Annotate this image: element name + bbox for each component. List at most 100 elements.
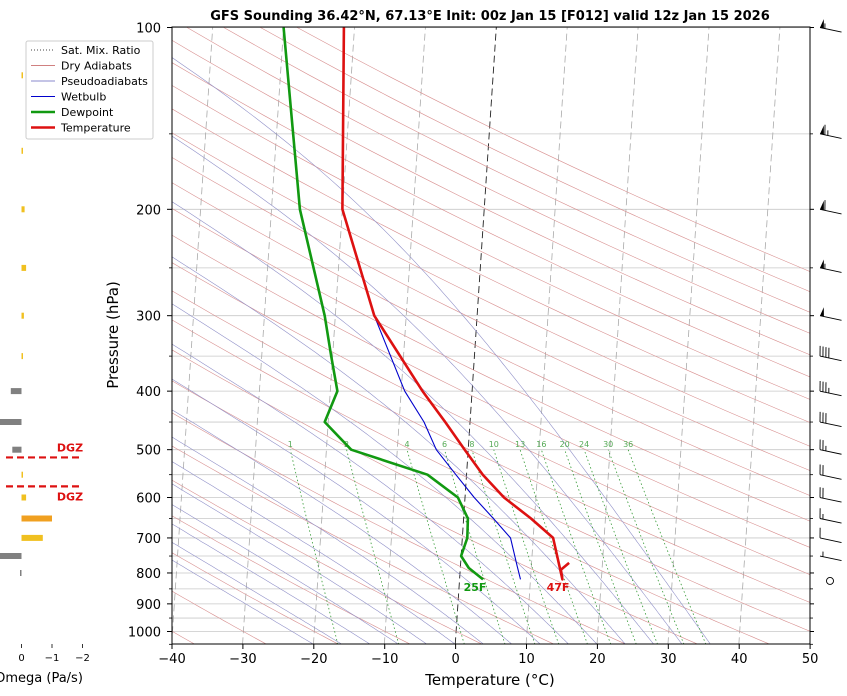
omega-bar — [21, 206, 25, 213]
y-tick-label: 200 — [136, 203, 161, 218]
pseudoadiabat-line — [172, 378, 541, 644]
barb-shaft — [819, 27, 842, 33]
isotherm-line — [454, 27, 497, 644]
mixing-ratio-label: 4 — [405, 440, 410, 449]
y-tick-label: 900 — [136, 598, 161, 613]
wind-barb — [819, 411, 842, 428]
wetbulb-line — [373, 315, 522, 580]
x-tick-label: 10 — [518, 652, 535, 667]
dry-adiabat-line — [172, 132, 810, 447]
y-tick-label: 300 — [136, 310, 161, 325]
barb-shaft — [819, 537, 842, 543]
dry-adiabat-line — [172, 445, 555, 644]
wind-barb — [819, 200, 842, 215]
pseudoadiabat-line — [172, 542, 342, 644]
omega-tick-label: −2 — [75, 653, 90, 664]
omega-bar — [21, 534, 43, 541]
y-axis-ticks: 100 200 300 400 500 600 700 800 900 1000 — [128, 22, 814, 645]
omega-axis-label: Omega (Pa/s) — [0, 671, 83, 686]
x-tick-label: −10 — [371, 652, 398, 667]
mixing-ratio-label: 24 — [579, 440, 589, 449]
omega-bar — [10, 388, 22, 395]
omega-bar — [21, 264, 27, 271]
mixing-ratio-line — [346, 449, 400, 644]
mixing-ratio-label: 16 — [536, 440, 546, 449]
wind-barb — [826, 577, 834, 585]
wind-barb — [819, 487, 842, 503]
pseudoadiabat-line — [172, 343, 569, 644]
barb-pennant — [820, 307, 824, 317]
omega-bar — [21, 353, 23, 360]
y-tick-label: 1000 — [128, 626, 161, 641]
chart-legend: Sat. Mix. Ratio Dry Adiabats Pseudoadiabat… — [25, 40, 154, 140]
barb-shaft — [819, 390, 842, 397]
mixing-ratio-label: 20 — [560, 440, 570, 449]
dry-adiabat-line — [172, 262, 810, 575]
wind-barb — [819, 345, 842, 362]
isotherm-line — [738, 27, 781, 644]
barb-shaft — [819, 355, 842, 362]
mixing-ratio-line — [289, 449, 339, 644]
mixing-ratio-label: 36 — [623, 440, 633, 449]
isotherm-line — [172, 27, 214, 644]
pseudoadiabat-line — [172, 504, 399, 644]
pseudoadiabat-line — [172, 303, 598, 644]
mixing-ratio-line — [627, 449, 707, 644]
pseudoadiabat-line — [172, 135, 683, 644]
wind-barb — [819, 527, 842, 543]
x-tick-label: −20 — [300, 652, 327, 667]
isotherm-line — [809, 634, 810, 644]
pseudoadiabat-line — [172, 201, 654, 644]
omega-bar — [0, 553, 22, 559]
y-tick-label: 700 — [136, 532, 161, 547]
y-tick-label: 400 — [136, 385, 161, 400]
legend-label: Sat. Mix. Ratio — [61, 44, 141, 57]
x-tick-label: 0 — [451, 652, 459, 667]
pseudoadiabat-line — [172, 461, 456, 644]
dry-adiabat-line — [186, 27, 810, 334]
dry-adiabat-line — [172, 290, 810, 603]
x-tick-label: −30 — [229, 652, 256, 667]
dry-adiabat-line — [260, 27, 810, 292]
omega-bar — [21, 312, 24, 319]
mixing-ratio-label: 10 — [489, 440, 499, 449]
dry-adiabat-line — [223, 27, 810, 313]
x-tick-label: −40 — [158, 652, 185, 667]
pseudoadiabat-line — [172, 483, 427, 644]
mixing-ratio-line — [541, 449, 612, 644]
mixing-ratio-line — [471, 449, 536, 644]
barb-shaft — [819, 474, 842, 480]
mixing-ratio-label: 30 — [603, 440, 613, 449]
omega-bar — [21, 515, 52, 522]
dry-adiabat-line — [172, 234, 810, 548]
pseudoadiabat-line — [172, 559, 314, 644]
isotherm-line — [242, 27, 284, 644]
omega-tick-label: −1 — [45, 653, 60, 664]
wind-barb — [819, 259, 842, 273]
dry-adiabat-line — [172, 319, 810, 632]
wind-barb — [819, 19, 842, 33]
pseudoadiabat-line — [172, 409, 513, 644]
omega-bar — [20, 570, 22, 576]
omega-bar — [0, 419, 22, 425]
dry-adiabat-line — [172, 62, 810, 378]
dry-adiabat-line — [172, 380, 699, 644]
pseudoadiabat-line — [172, 523, 371, 644]
isotherm-line — [596, 27, 639, 644]
dry-adiabat-line — [172, 412, 627, 644]
isotherm-line — [525, 27, 568, 644]
mixing-ratio-label: 6 — [442, 440, 447, 449]
dry-adiabat-line — [172, 182, 810, 496]
skewt-background-lines — [172, 27, 810, 644]
omega-bar — [21, 494, 27, 501]
barb-shaft — [819, 449, 842, 455]
x-tick-label: 40 — [731, 652, 748, 667]
omega-bar — [12, 446, 22, 453]
barb-pennant — [820, 200, 824, 211]
y-tick-label: 600 — [136, 492, 161, 507]
y-tick-label: 100 — [136, 22, 161, 37]
wind-barb — [819, 380, 842, 397]
barb-shaft — [819, 555, 842, 562]
wind-barb — [819, 307, 842, 321]
